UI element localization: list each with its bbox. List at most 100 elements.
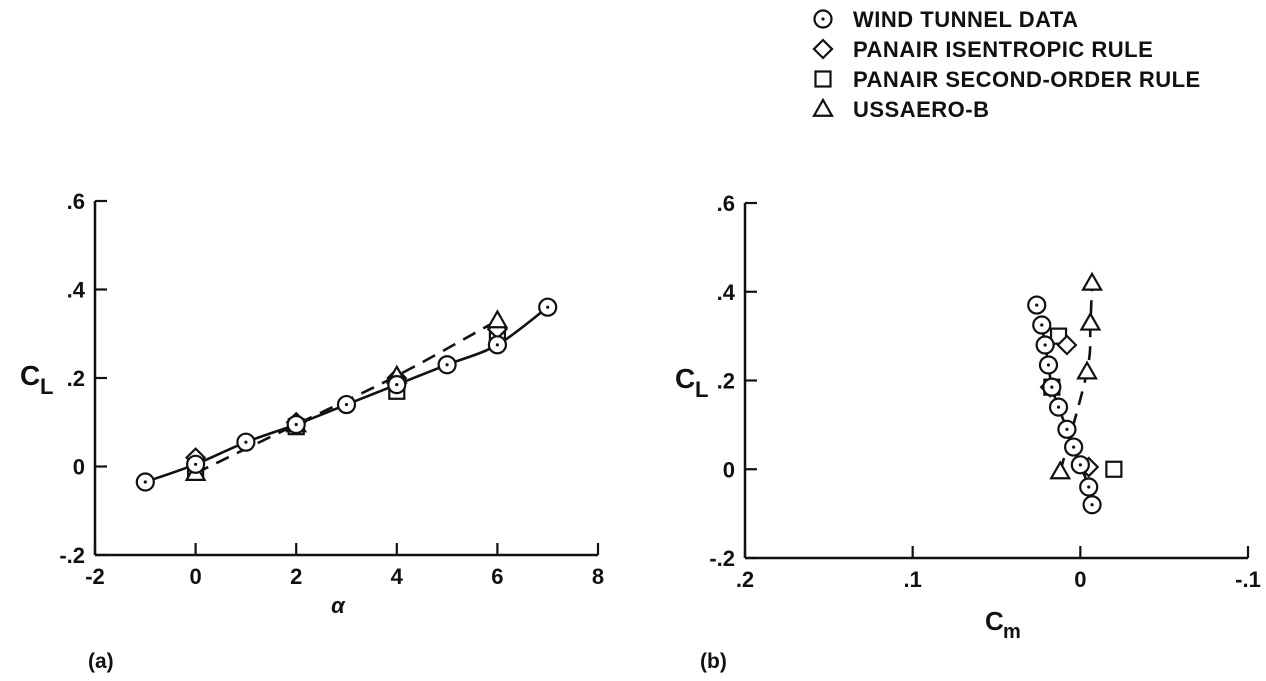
circle-marker-dot [1040, 323, 1044, 327]
legend-item-circle: WIND TUNNEL DATA [813, 7, 1079, 32]
legend-circle-icon [813, 9, 833, 29]
y-tick-label: -.2 [59, 543, 85, 568]
triangle-marker [1079, 311, 1102, 331]
data-point-triangle [1076, 360, 1098, 380]
circle-marker-dot [1046, 363, 1051, 367]
data-point-circle [1082, 495, 1102, 515]
data-point-circle [286, 414, 306, 435]
x-tick-label: 6 [491, 564, 503, 589]
data-point-circle [1035, 335, 1055, 355]
circle-marker-dot [395, 383, 399, 387]
y-tick-label: .6 [717, 191, 735, 216]
y-tick-label: .6 [67, 189, 85, 214]
legend-label: USSAERO-B [853, 97, 990, 122]
circle-marker-dot [143, 480, 147, 484]
y-tick-label: .2 [67, 366, 85, 391]
y-tick-label: .4 [67, 278, 86, 303]
square-marker [814, 70, 832, 88]
data-point-circle [1070, 455, 1090, 475]
circle-marker-dot [1087, 485, 1091, 489]
circle-marker-dot [1035, 303, 1039, 307]
circle-marker-dot [546, 305, 550, 309]
panel-b-tag: (b) [700, 650, 727, 673]
x-tick-label: 4 [391, 564, 404, 589]
x-tick-label: .1 [903, 567, 921, 592]
dashed-curve [1058, 282, 1094, 472]
data-point-circle [437, 355, 457, 375]
circle-marker-dot [1090, 503, 1094, 507]
data-point-square [1105, 460, 1123, 478]
data-point-circle [186, 454, 206, 474]
data-point-circle [1042, 377, 1062, 397]
chart-panel-b: -.20.2.4.6.2.1 0 -.1C LC m [675, 191, 1261, 643]
circle-marker-dot [1072, 445, 1076, 449]
data-point-circle [1057, 419, 1077, 439]
data-point-circle [1064, 437, 1084, 457]
circle-marker-dot [495, 343, 499, 347]
data-point-circle [1027, 295, 1047, 315]
triangle-marker [1081, 271, 1103, 291]
data-point-circle [538, 297, 558, 317]
data-point-diamond [1056, 334, 1078, 356]
diamond-marker [1056, 334, 1078, 356]
data-point-circle [236, 432, 256, 452]
legend-label: WIND TUNNEL DATA [853, 7, 1079, 32]
circle-marker-dot [1078, 463, 1082, 467]
triangle-marker [1049, 460, 1072, 480]
diamond-marker [812, 38, 834, 60]
chart-panel-a: -.2 0 .2 .4 .6 -2 0 2 4 6 8 C Lα [20, 189, 604, 618]
data-point-circle [487, 335, 507, 355]
x-tick-label: 2 [290, 564, 302, 589]
y-tick-label: 0 [723, 457, 735, 482]
legend-item-triangle: USSAERO-B [812, 97, 990, 122]
triangle-marker [812, 97, 834, 117]
data-point-triangle [486, 309, 509, 329]
circle-marker-dot [194, 462, 198, 466]
x-tick-label: 0 [1074, 567, 1086, 592]
x-axis-label: C [985, 606, 1004, 636]
circle-marker-dot [294, 422, 298, 427]
x-tick-label: .2 [736, 567, 754, 592]
data-point-circle [1038, 355, 1059, 375]
legend-label: PANAIR SECOND-ORDER RULE [853, 67, 1201, 92]
legend-label: PANAIR ISENTROPIC RULE [853, 37, 1153, 62]
x-tick-label: 0 [189, 564, 201, 589]
circle-marker-dot [1050, 385, 1054, 389]
legend-item-square: PANAIR SECOND-ORDER RULE [814, 67, 1201, 92]
solid-curve [144, 306, 549, 484]
x-tick-label: -.1 [1235, 567, 1261, 592]
x-tick-label: 8 [592, 564, 604, 589]
circle-marker-dot [1056, 405, 1061, 409]
y-axis-label: C [20, 360, 40, 391]
x-axis-label-subscript: m [1003, 621, 1021, 643]
legend-square-icon [814, 70, 832, 88]
solid-curve [1040, 324, 1094, 505]
data-point-triangle [1049, 460, 1072, 480]
y-tick-label: -.2 [709, 546, 735, 571]
data-point-circle [336, 394, 357, 415]
y-tick-label: .2 [717, 369, 735, 394]
panel-a-tag: (a) [88, 650, 114, 673]
circle-marker-dot [445, 363, 449, 367]
circle-marker-dot [1043, 343, 1047, 347]
circle-marker-dot [344, 402, 349, 407]
data-point-circle [387, 375, 407, 395]
y-axis-label-subscript: L [40, 374, 53, 399]
legend-triangle-icon [812, 97, 834, 117]
data-point-circle [135, 472, 155, 492]
data-point-circle [1048, 397, 1069, 417]
circle-marker-dot [244, 440, 248, 444]
y-tick-label: 0 [73, 455, 85, 480]
data-point-triangle [1081, 271, 1103, 291]
y-tick-label: .4 [717, 280, 736, 305]
legend-diamond-icon [812, 38, 834, 60]
square-marker [1105, 460, 1123, 478]
data-point-circle [1079, 477, 1099, 497]
circle-marker-dot [821, 17, 825, 21]
y-axis-label: C [675, 363, 695, 394]
x-tick-label: -2 [85, 564, 105, 589]
data-point-circle [1032, 315, 1052, 335]
circle-marker-dot [1065, 427, 1069, 431]
y-axis-label-subscript: L [695, 377, 708, 402]
